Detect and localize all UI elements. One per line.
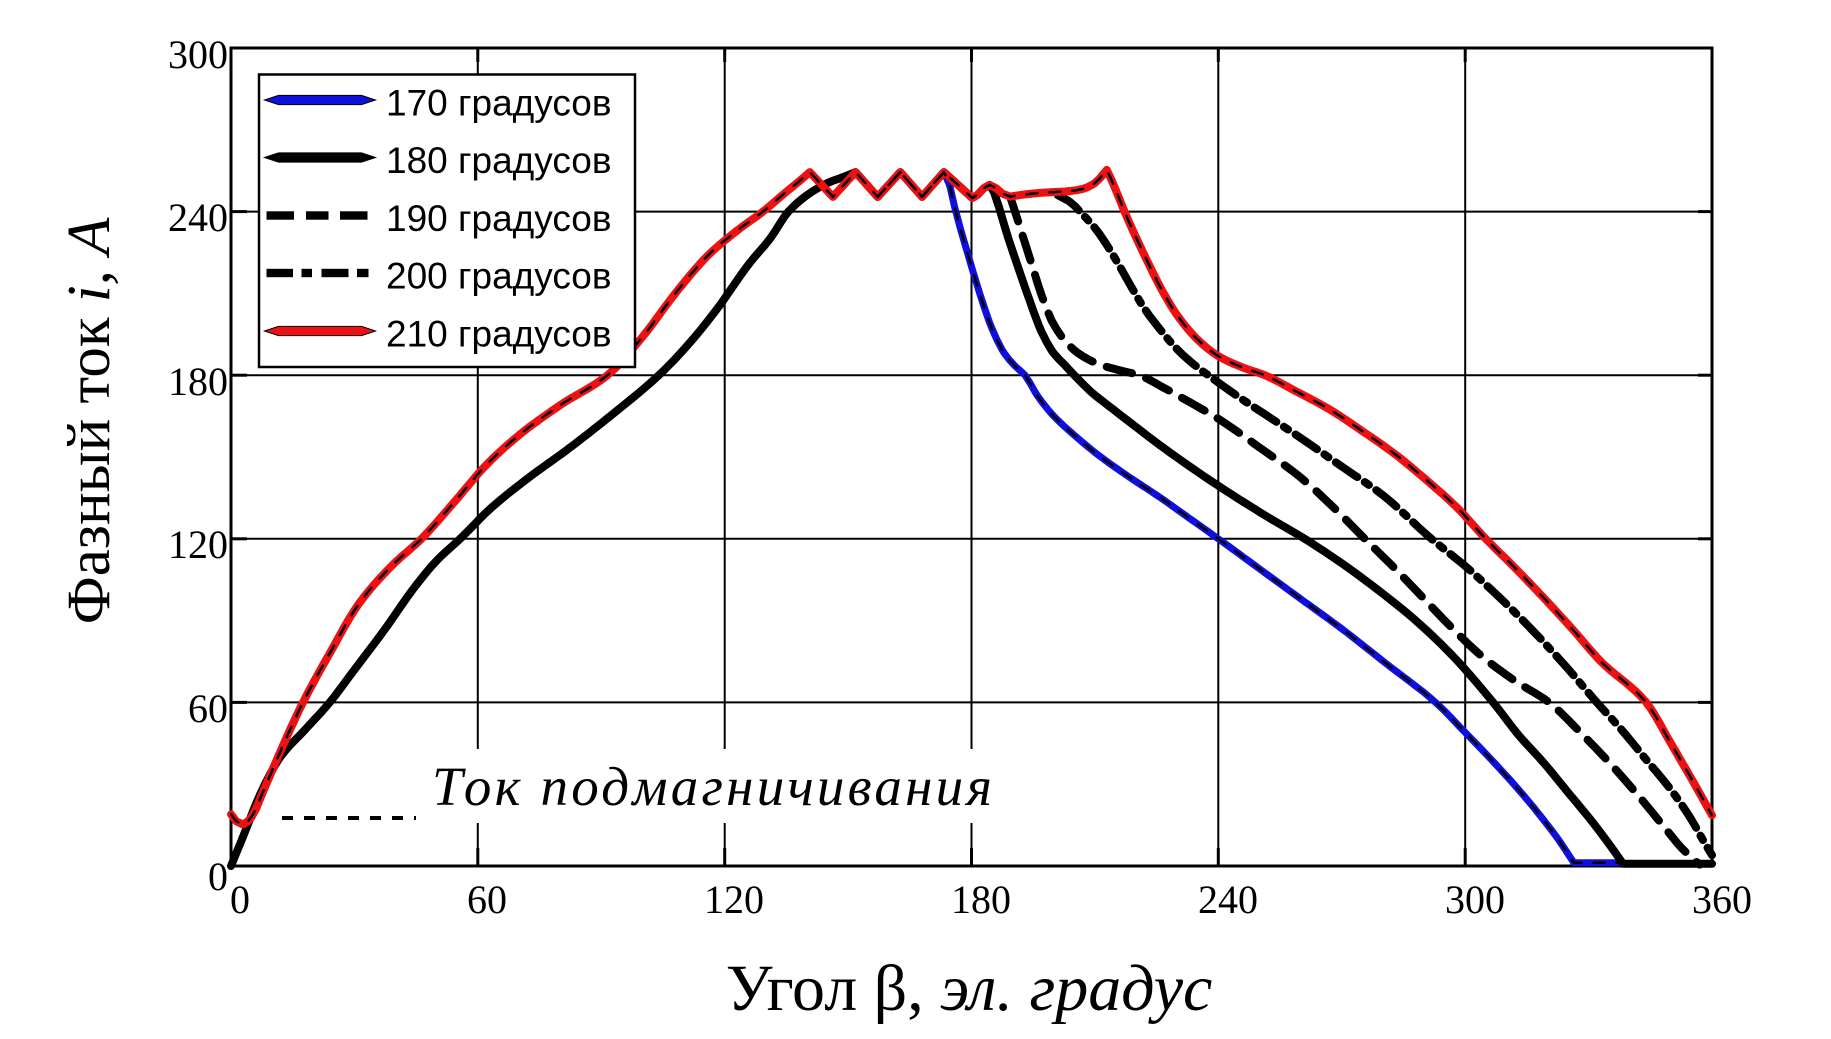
svg-text:180: 180 [951, 877, 1011, 922]
svg-text:Ток подмагничивания: Ток подмагничивания [432, 756, 992, 817]
svg-text:0: 0 [208, 854, 228, 899]
svg-text:360: 360 [1692, 877, 1752, 922]
svg-text:60: 60 [188, 686, 228, 731]
svg-text:240: 240 [168, 195, 228, 240]
svg-text:60: 60 [467, 877, 507, 922]
svg-text:120: 120 [168, 522, 228, 567]
svg-text:300: 300 [1445, 877, 1505, 922]
svg-text:240: 240 [1198, 877, 1258, 922]
svg-text:Фазный ток i, А: Фазный ток i, А [56, 217, 123, 625]
svg-text:200 градусов: 200 градусов [386, 256, 612, 297]
svg-text:190 градусов: 190 градусов [386, 198, 612, 239]
svg-text:210 градусов: 210 градусов [386, 314, 612, 355]
svg-text:180: 180 [168, 359, 228, 404]
svg-text:180 градусов: 180 градусов [386, 140, 612, 181]
svg-text:170 градусов: 170 градусов [386, 83, 612, 124]
svg-text:300: 300 [168, 32, 228, 77]
svg-text:0: 0 [230, 877, 250, 922]
svg-text:120: 120 [704, 877, 764, 922]
svg-text:Угол β, эл. градус: Угол β, эл. градус [726, 952, 1213, 1025]
